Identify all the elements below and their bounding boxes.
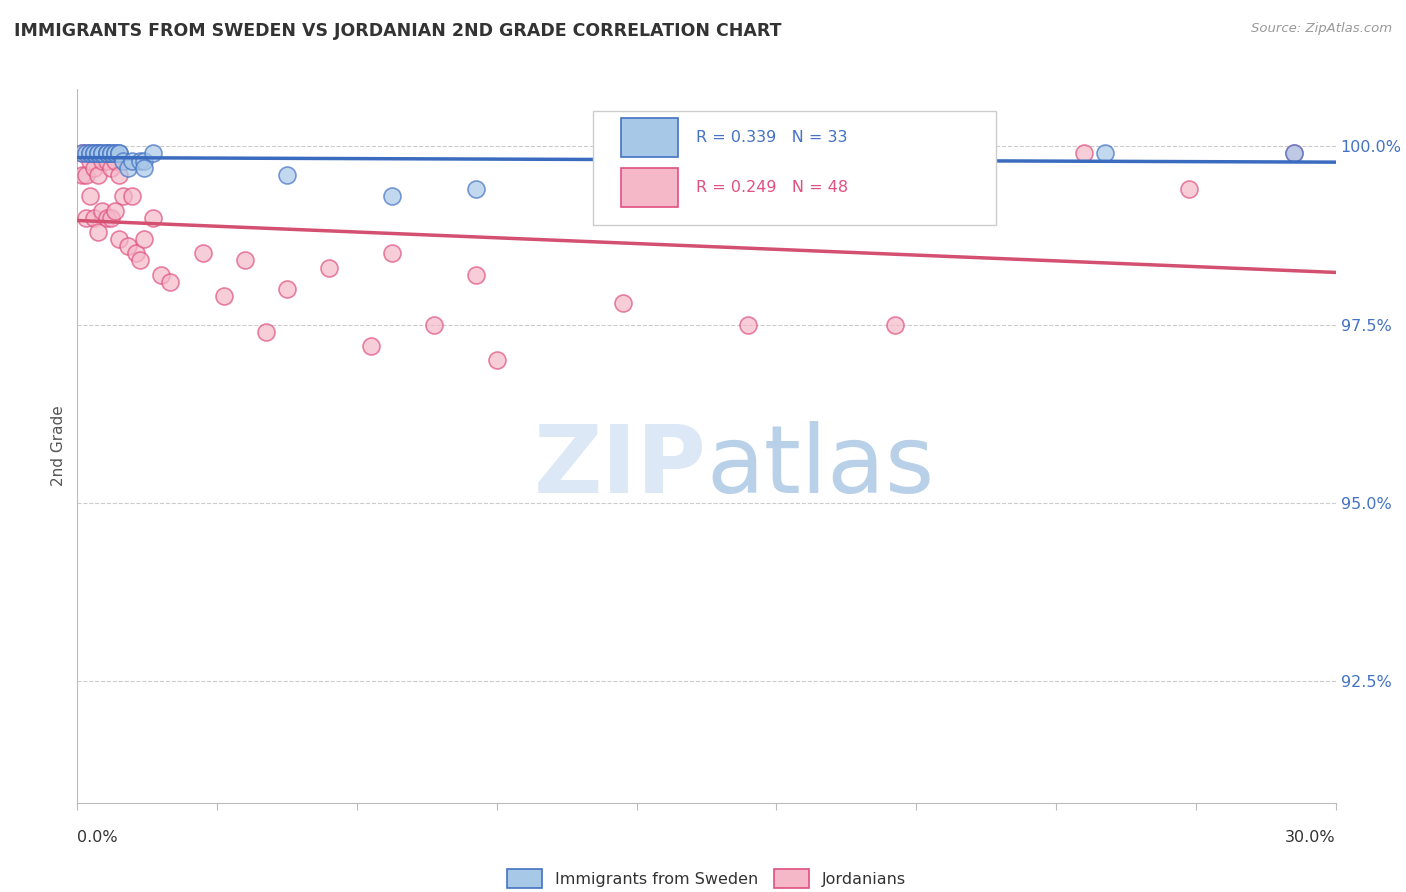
Text: ZIP: ZIP [534,421,707,514]
Point [83,146,105,161]
Point [1073,146,1095,161]
Point [1178,182,1201,196]
Point [716,146,738,161]
Point [612,296,634,310]
Point [159,275,181,289]
Text: R = 0.249   N = 48: R = 0.249 N = 48 [696,180,849,194]
Point [212,289,235,303]
Point [100,161,122,175]
Point [125,246,148,260]
Point [276,282,298,296]
FancyBboxPatch shape [593,111,995,225]
FancyBboxPatch shape [621,118,678,157]
Point [884,318,907,332]
Point [75,146,97,161]
Point [70,168,93,182]
Point [104,146,127,161]
Point [91,146,114,161]
Point [737,318,759,332]
Point [79,146,101,161]
Text: 0.0%: 0.0% [77,830,118,845]
Point [70,146,93,161]
Text: 30.0%: 30.0% [1285,830,1336,845]
Point [381,246,404,260]
Point [318,260,340,275]
Text: IMMIGRANTS FROM SWEDEN VS JORDANIAN 2ND GRADE CORRELATION CHART: IMMIGRANTS FROM SWEDEN VS JORDANIAN 2ND … [14,22,782,40]
Point [91,146,114,161]
Point [464,268,486,282]
Point [75,211,97,225]
Point [423,318,446,332]
Point [129,253,152,268]
Legend: Immigrants from Sweden, Jordanians: Immigrants from Sweden, Jordanians [508,869,905,888]
Point [108,146,131,161]
Point [104,153,127,168]
Point [83,211,105,225]
Point [360,339,382,353]
Point [117,239,139,253]
Point [83,146,105,161]
Text: R = 0.339   N = 33: R = 0.339 N = 33 [696,130,848,145]
Point [96,153,118,168]
Point [254,325,277,339]
Point [233,253,256,268]
Point [70,146,93,161]
Point [191,246,215,260]
Point [96,146,118,161]
Point [75,146,97,161]
Point [87,146,110,161]
Point [79,153,101,168]
Point [1282,146,1305,161]
Point [276,168,298,182]
Point [150,268,173,282]
Point [121,153,143,168]
Text: atlas: atlas [707,421,935,514]
Point [96,146,118,161]
Point [121,189,143,203]
Point [87,225,110,239]
Point [134,232,156,246]
Y-axis label: 2nd Grade: 2nd Grade [51,406,66,486]
Point [142,211,165,225]
Point [87,146,110,161]
Point [100,211,122,225]
Point [464,182,486,196]
Point [108,146,131,161]
Point [75,168,97,182]
Point [79,189,101,203]
Point [134,161,156,175]
FancyBboxPatch shape [621,168,678,207]
Point [108,168,131,182]
Point [100,146,122,161]
Text: Source: ZipAtlas.com: Source: ZipAtlas.com [1251,22,1392,36]
Point [112,153,135,168]
Point [112,189,135,203]
Point [104,203,127,218]
Point [1282,146,1305,161]
Point [117,161,139,175]
Point [91,203,114,218]
Point [142,146,165,161]
Point [91,153,114,168]
Point [108,232,131,246]
Point [96,211,118,225]
Point [129,153,152,168]
Point [96,146,118,161]
Point [1094,146,1116,161]
Point [100,146,122,161]
Point [83,161,105,175]
Point [485,353,508,368]
Point [381,189,404,203]
Point [104,146,127,161]
Point [675,146,697,161]
Point [79,146,101,161]
Point [134,153,156,168]
Point [87,146,110,161]
Point [87,168,110,182]
